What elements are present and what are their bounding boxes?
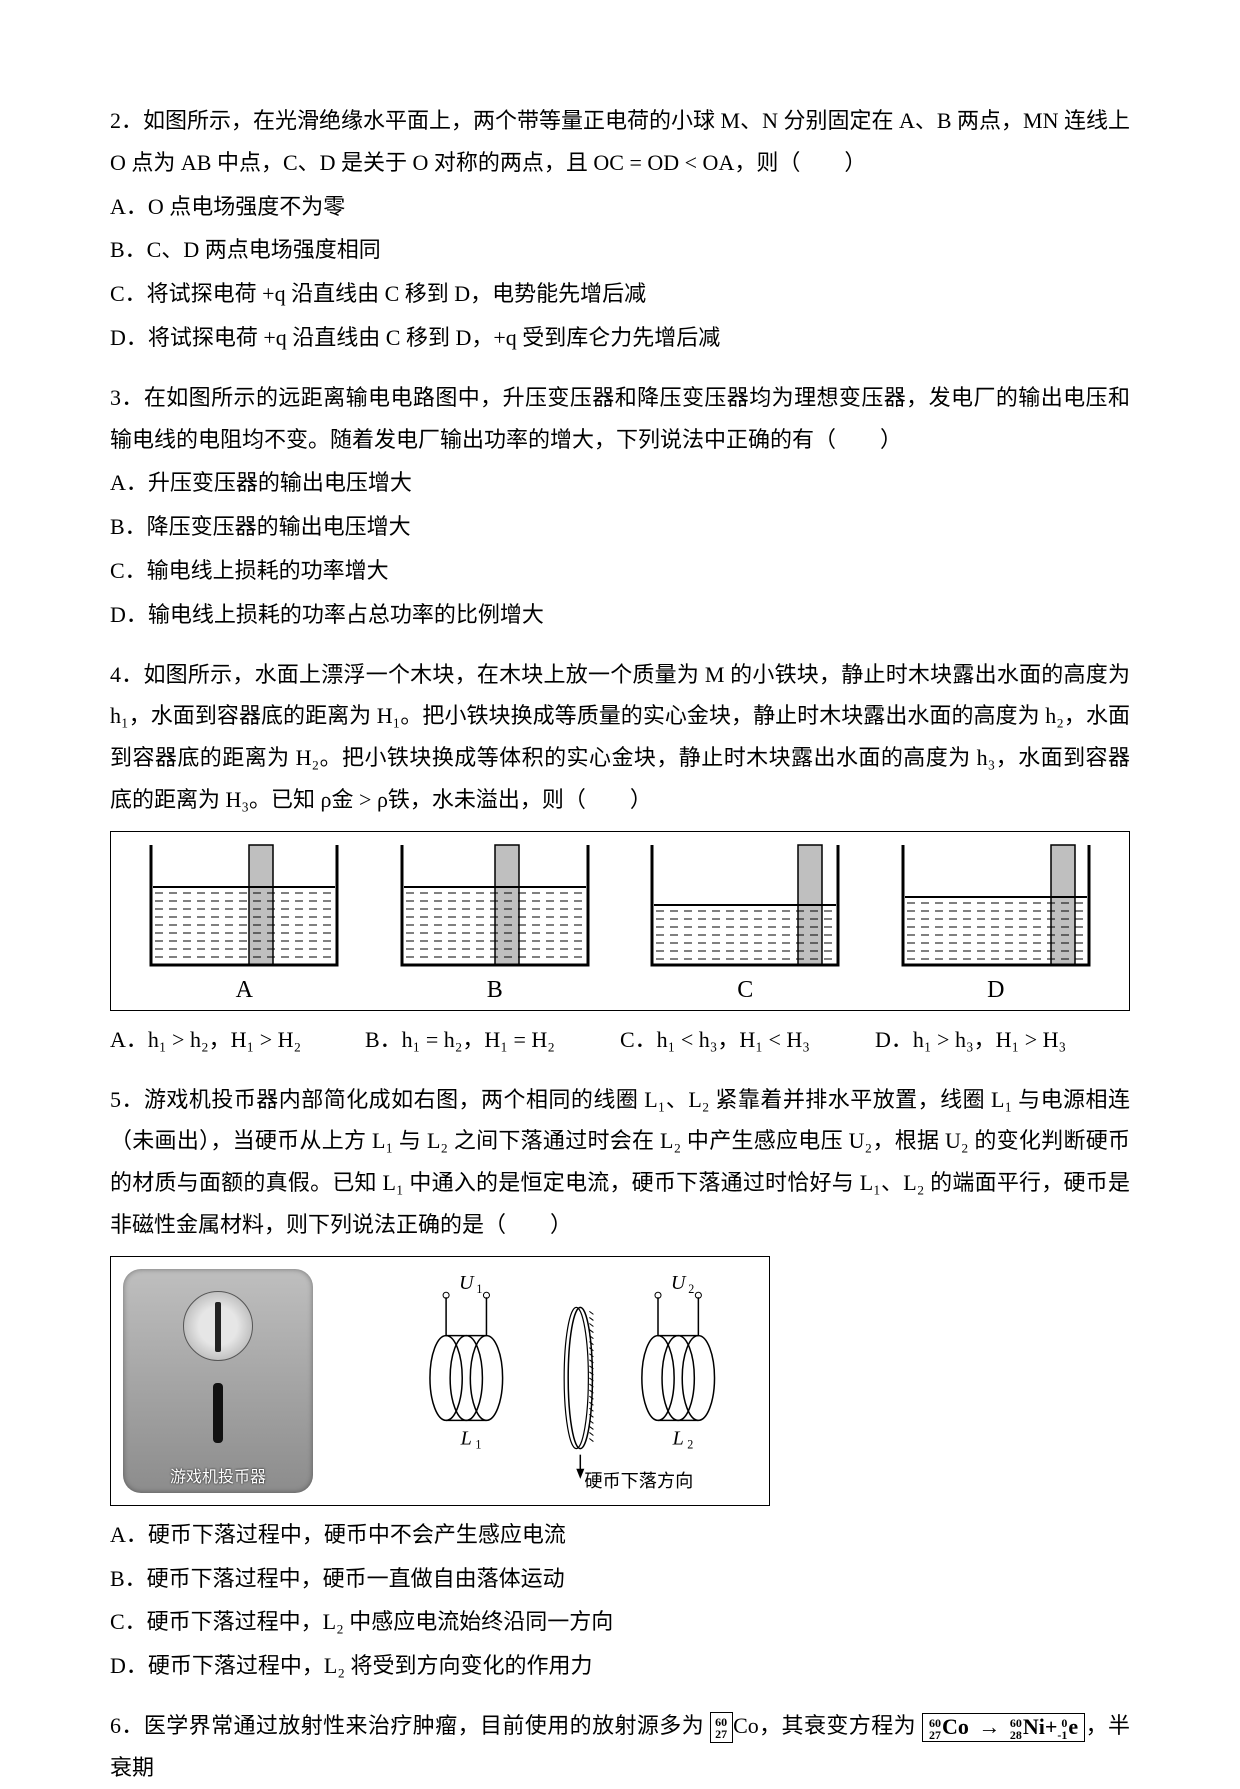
coin-return-slot-icon [213,1383,223,1443]
q5-stem: 5．游戏机投币器内部简化成如右图，两个相同的线圈 L₁、L₂ 紧靠着并排水平放置… [110,1079,1130,1246]
q5-opt-d: D．硬币下落过程中，L₂ 将受到方向变化的作用力 [110,1645,1130,1687]
q5-options: A．硬币下落过程中，硬币中不会产生感应电流 B．硬币下落过程中，硬币一直做自由落… [110,1514,1130,1687]
tank-label: B [400,977,590,1004]
q4-opt-b: B．h₁ = h₂，H₁ = H₂ [365,1019,620,1061]
question-6: 6．医学界常通过放射性来治疗肿瘤，目前使用的放射源多为 6027 Co，其衰变方… [110,1705,1130,1789]
q5-opt-c: C．硬币下落过程中，L₂ 中感应电流始终沿同一方向 [110,1601,1130,1643]
q2-options: A．O 点电场强度不为零 B．C、D 两点电场强度相同 C．将试探电荷 +q 沿… [110,186,1130,359]
q5-num: 5． [110,1087,144,1112]
q2-stem: 2．如图所示，在光滑绝缘水平面上，两个带等量正电荷的小球 M、N 分别固定在 A… [110,100,1130,184]
coin-slot-dial-icon [183,1291,253,1361]
q4-opt-d: D．h₁ > h₃，H₁ > H₃ [875,1019,1130,1061]
decay-equation: 6027Co → 6028Ni+0-1e [922,1713,1085,1742]
tank-c: C [650,835,840,1004]
question-4: 4．如图所示，水面上漂浮一个木块，在木块上放一个质量为 M 的小铁块，静止时木块… [110,654,1130,1061]
q2-num: 2． [110,108,143,133]
q4-num: 4． [110,662,143,687]
svg-text:L: L [460,1427,472,1449]
q3-options: A．升压变压器的输出电压增大 B．降压变压器的输出电压增大 C．输电线上损耗的功… [110,462,1130,635]
q6-text-after: Co，其衰变方程为 [733,1713,916,1738]
coils-diagram: U1U2L1L2硬币下落方向 [325,1257,769,1505]
q6-stem: 6．医学界常通过放射性来治疗肿瘤，目前使用的放射源多为 6027 Co，其衰变方… [110,1705,1130,1789]
svg-text:1: 1 [475,1437,481,1451]
tank-a: A [149,835,339,1004]
q3-opt-c: C．输电线上损耗的功率增大 [110,550,1130,592]
tank-label: D [901,977,1091,1004]
q5-opt-a: A．硬币下落过程中，硬币中不会产生感应电流 [110,1514,1130,1556]
iso-z: 27 [715,1727,727,1741]
q2-opt-a: A．O 点电场强度不为零 [110,186,1130,228]
q4-stem: 4．如图所示，水面上漂浮一个木块，在木块上放一个质量为 M 的小铁块，静止时木块… [110,654,1130,821]
svg-text:U: U [671,1272,687,1294]
svg-text:1: 1 [476,1282,482,1296]
q5-text: 游戏机投币器内部简化成如右图，两个相同的线圈 L₁、L₂ 紧靠着并排水平放置，线… [110,1087,1130,1237]
svg-text:2: 2 [688,1282,694,1296]
q2-opt-b: B．C、D 两点电场强度相同 [110,229,1130,271]
q3-opt-d: D．输电线上损耗的功率占总功率的比例增大 [110,594,1130,636]
question-3: 3．在如图所示的远距离输电电路图中，升压变压器和降压变压器均为理想变压器，发电厂… [110,377,1130,636]
q3-num: 3． [110,385,144,410]
coin-slot-photo: 游戏机投币器 [123,1269,313,1493]
q3-opt-a: A．升压变压器的输出电压增大 [110,462,1130,504]
question-2: 2．如图所示，在光滑绝缘水平面上，两个带等量正电荷的小球 M、N 分别固定在 A… [110,100,1130,359]
tank-label: C [650,977,840,1004]
q4-text: 如图所示，水面上漂浮一个木块，在木块上放一个质量为 M 的小铁块，静止时木块露出… [110,662,1130,812]
svg-text:L: L [672,1427,684,1449]
q2-opt-c: C．将试探电荷 +q 沿直线由 C 移到 D，电势能先增后减 [110,273,1130,315]
q3-stem: 3．在如图所示的远距离输电电路图中，升压变压器和降压变压器均为理想变压器，发电厂… [110,377,1130,461]
tank-d: D [901,835,1091,1004]
q3-opt-b: B．降压变压器的输出电压增大 [110,506,1130,548]
question-5: 5．游戏机投币器内部简化成如右图，两个相同的线圈 L₁、L₂ 紧靠着并排水平放置… [110,1079,1130,1687]
q6-num: 6． [110,1713,144,1738]
q2-opt-d: D．将试探电荷 +q 沿直线由 C 移到 D，+q 受到库仑力先增后减 [110,317,1130,359]
svg-text:硬币下落方向: 硬币下落方向 [584,1471,693,1491]
photo-caption: 游戏机投币器 [123,1463,313,1487]
q6-text-before: 医学界常通过放射性来治疗肿瘤，目前使用的放射源多为 [144,1713,704,1738]
q5-figure: 游戏机投币器 U1U2L1L2硬币下落方向 [110,1256,770,1506]
q2-text: 如图所示，在光滑绝缘水平面上，两个带等量正电荷的小球 M、N 分别固定在 A、B… [110,108,1130,175]
tank-b: B [400,835,590,1004]
isotope-co60-inline: 6027 [710,1712,733,1743]
svg-text:U: U [459,1272,475,1294]
q4-opt-a: A．h₁ > h₂，H₁ > H₂ [110,1019,365,1061]
q5-opt-b: B．硬币下落过程中，硬币一直做自由落体运动 [110,1558,1130,1600]
svg-text:2: 2 [687,1437,693,1451]
q4-opt-c: C．h₁ < h₃，H₁ < H₃ [620,1019,875,1061]
q3-text: 在如图所示的远距离输电电路图中，升压变压器和降压变压器均为理想变压器，发电厂的输… [110,385,1130,452]
q4-figure: A B C D [110,831,1130,1011]
q4-options: A．h₁ > h₂，H₁ > H₂ B．h₁ = h₂，H₁ = H₂ C．h₁… [110,1019,1130,1061]
tank-label: A [149,977,339,1004]
